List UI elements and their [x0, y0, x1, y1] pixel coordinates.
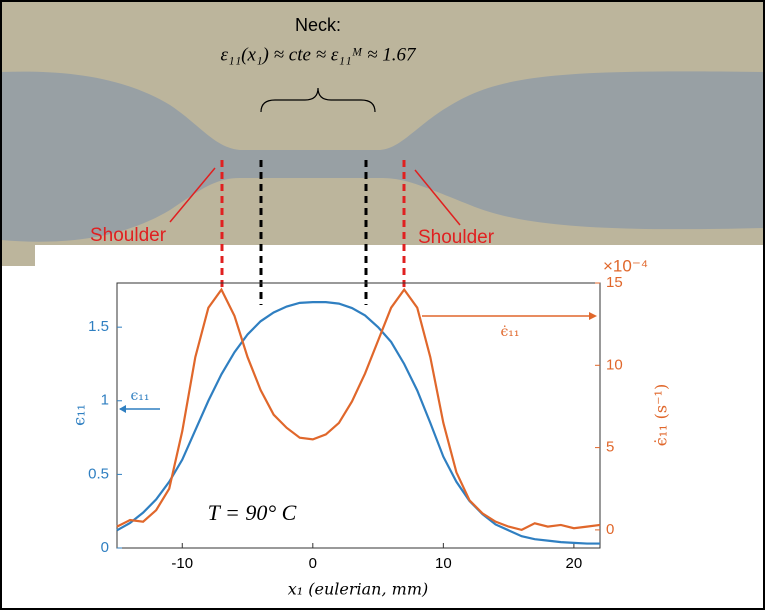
- y-tick-label: 0.5: [88, 465, 109, 482]
- arrow-head: [589, 312, 597, 320]
- y-tick-label: 1.5: [88, 318, 109, 335]
- y2-multiplier: ×10⁻⁴: [603, 256, 648, 275]
- x-tick-label: 10: [435, 555, 452, 572]
- neck-formula: ε₁₁(x₁) ≈ cte ≈ ε₁₁ᴹ ≈ 1.67: [220, 44, 417, 65]
- shoulder-arrow: [414, 169, 461, 226]
- series-line: [116, 301, 600, 545]
- y2-axis-label: ϵ̇₁₁ (s⁻¹): [652, 384, 671, 446]
- plot-frame: [116, 282, 601, 549]
- x-tick-label: -10: [171, 555, 193, 572]
- series-label: ϵ̇₁₁: [500, 324, 519, 340]
- specimen: [1, 71, 764, 242]
- y-tick-label: 1: [101, 392, 109, 409]
- series-label: ϵ₁₁: [130, 388, 149, 404]
- y2-tick-label: 0: [606, 521, 614, 538]
- y2-tick-label: 10: [606, 356, 623, 373]
- shoulder-label: Shoulder: [90, 225, 167, 246]
- shoulder-arrow: [169, 167, 216, 223]
- series-line: [116, 287, 601, 532]
- neck-label: Neck:: [295, 15, 341, 35]
- arrow-head: [119, 405, 126, 413]
- x-axis-label: x₁ (eulerian, mm): [288, 580, 429, 599]
- shoulder-label: Shoulder: [418, 227, 495, 248]
- neck-brace: [260, 87, 376, 113]
- chart-panel: [35, 245, 764, 607]
- x-tick-label: 0: [309, 555, 317, 572]
- y2-tick-label: 5: [606, 439, 614, 456]
- temperature-annotation: T = 90° C: [208, 500, 297, 525]
- x-tick-label: 20: [566, 555, 583, 572]
- y2-tick-label: 15: [606, 274, 623, 291]
- y-axis-label: ϵ₁₁: [70, 404, 89, 426]
- y-tick-label: 0: [101, 539, 109, 556]
